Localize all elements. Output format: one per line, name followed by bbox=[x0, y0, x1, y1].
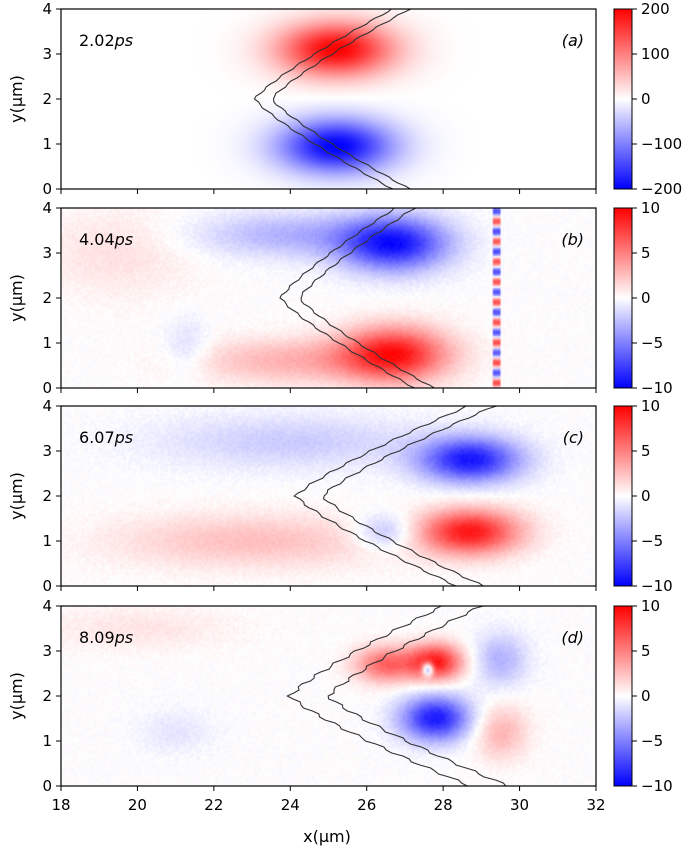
y-tick-label: 0 bbox=[42, 577, 52, 595]
colorbar-tick-label: −10 bbox=[641, 777, 673, 795]
contour-line-left bbox=[253, 8, 394, 190]
contour-line-right bbox=[327, 605, 507, 787]
panel-b: 0 1 2 3 4 y(μm) 4.04ps (b) bbox=[7, 199, 597, 397]
contour-line-left bbox=[279, 207, 416, 389]
x-tick-label: 32 bbox=[586, 796, 605, 814]
heatmap-image bbox=[61, 208, 596, 388]
colorbar-tick-label: 0 bbox=[641, 487, 651, 505]
time-unit: ps bbox=[114, 428, 134, 447]
time-label: 6.07ps bbox=[79, 428, 133, 447]
colorbar-tick-label: 10 bbox=[641, 397, 660, 415]
panel-label: (a) bbox=[562, 31, 584, 50]
time-label: 2.02ps bbox=[79, 31, 133, 50]
y-tick-label: 4 bbox=[42, 397, 52, 415]
colorbars: 2001000−100−2001050−5−101050−5−101050−5−… bbox=[613, 0, 682, 795]
y-tick-label: 4 bbox=[42, 199, 52, 217]
y-tick-label: 3 bbox=[42, 642, 52, 660]
y-tick-label: 2 bbox=[42, 687, 52, 705]
panel-label: (d) bbox=[561, 628, 584, 647]
contour-line-right bbox=[300, 207, 435, 389]
colorbar-tick-label: 10 bbox=[641, 199, 660, 217]
panel-c: 0 1 2 3 4 y(μm) 6.07ps (c) bbox=[7, 397, 597, 595]
colorbar-tick-label: 10 bbox=[641, 597, 660, 615]
colorbar-tick-label: −5 bbox=[641, 334, 663, 352]
panel-a: 0 1 2 3 4 y(μm) 2.02ps (a) bbox=[7, 0, 597, 198]
x-tick-label: 28 bbox=[434, 796, 453, 814]
colorbar-tick-label: −5 bbox=[641, 532, 663, 550]
y-tick-label: 2 bbox=[42, 289, 52, 307]
y-axis-label: y(μm) bbox=[7, 274, 26, 322]
x-tick-label: 22 bbox=[204, 796, 223, 814]
colorbar-gradient bbox=[613, 605, 633, 787]
heatmap-image bbox=[61, 406, 596, 586]
colorbar-tick-label: 5 bbox=[641, 442, 651, 460]
y-tick-label: 3 bbox=[42, 244, 52, 262]
colorbar-gradient bbox=[613, 207, 633, 389]
panel-label: (c) bbox=[563, 428, 584, 447]
colorbar-b: 10 5 0 −5 −10 bbox=[613, 199, 673, 397]
time-label: 8.09ps bbox=[79, 628, 133, 647]
time-value: 6.07 bbox=[79, 428, 115, 447]
colorbar-tick-label: −10 bbox=[641, 379, 673, 397]
panel-label: (b) bbox=[561, 230, 584, 249]
y-tick-label: 4 bbox=[42, 0, 52, 18]
x-tick-label: 26 bbox=[357, 796, 376, 814]
x-tick-label: 20 bbox=[128, 796, 147, 814]
x-axis: 18 20 22 24 26 28 30 32 bbox=[51, 796, 605, 814]
time-unit: ps bbox=[114, 230, 134, 249]
contour-line-right bbox=[322, 405, 497, 587]
colorbar-d: 10 5 0 −5 −10 bbox=[613, 597, 673, 795]
colorbar-tick-label: 100 bbox=[641, 45, 670, 63]
time-value: 2.02 bbox=[79, 31, 115, 50]
x-tick-label: 30 bbox=[510, 796, 529, 814]
y-tick-label: 0 bbox=[42, 379, 52, 397]
y-tick-label: 4 bbox=[42, 597, 52, 615]
y-tick-label: 1 bbox=[42, 135, 52, 153]
heatmap-image bbox=[61, 9, 596, 189]
y-axis-label: y(μm) bbox=[7, 672, 26, 720]
panel-d: 0 1 2 3 4 y(μm) 8.09ps (d) bbox=[7, 597, 597, 795]
contour-line-right bbox=[272, 8, 412, 190]
time-value: 4.04 bbox=[79, 230, 115, 249]
time-value: 8.09 bbox=[79, 628, 115, 647]
colorbar-tick-label: 5 bbox=[641, 244, 651, 262]
colorbar-tick-label: 200 bbox=[641, 0, 670, 18]
colorbar-tick-label: 0 bbox=[641, 687, 651, 705]
x-tick-label: 24 bbox=[281, 796, 300, 814]
x-tick-label: 18 bbox=[51, 796, 70, 814]
colorbar-gradient bbox=[613, 8, 633, 190]
y-tick-label: 0 bbox=[42, 777, 52, 795]
colorbar-tick-label: 5 bbox=[641, 642, 651, 660]
y-tick-label: 0 bbox=[42, 180, 52, 198]
y-axis-label: y(μm) bbox=[7, 75, 26, 123]
contour-line-left bbox=[293, 405, 467, 587]
y-tick-label: 3 bbox=[42, 442, 52, 460]
x-axis-label: x(μm) bbox=[303, 827, 351, 846]
time-unit: ps bbox=[114, 628, 134, 647]
y-tick-label: 1 bbox=[42, 532, 52, 550]
y-tick-label: 1 bbox=[42, 732, 52, 750]
colorbar-c: 10 5 0 −5 −10 bbox=[613, 397, 673, 595]
colorbar-tick-label: −10 bbox=[641, 577, 673, 595]
y-tick-label: 2 bbox=[42, 90, 52, 108]
contour-line-left bbox=[286, 605, 468, 787]
colorbar-tick-label: 0 bbox=[641, 90, 651, 108]
time-label: 4.04ps bbox=[79, 230, 133, 249]
colorbar-tick-label: −200 bbox=[641, 180, 682, 198]
y-axis-label: y(μm) bbox=[7, 472, 26, 520]
y-tick-label: 2 bbox=[42, 487, 52, 505]
y-tick-label: 1 bbox=[42, 334, 52, 352]
colorbar-gradient bbox=[613, 405, 633, 587]
colorbar-tick-label: 0 bbox=[641, 289, 651, 307]
colorbar-tick-label: −100 bbox=[641, 135, 682, 153]
y-tick-label: 3 bbox=[42, 45, 52, 63]
colorbar-a: 200 100 0 −100 −200 bbox=[613, 0, 682, 198]
time-unit: ps bbox=[114, 31, 134, 50]
colorbar-tick-label: −5 bbox=[641, 732, 663, 750]
